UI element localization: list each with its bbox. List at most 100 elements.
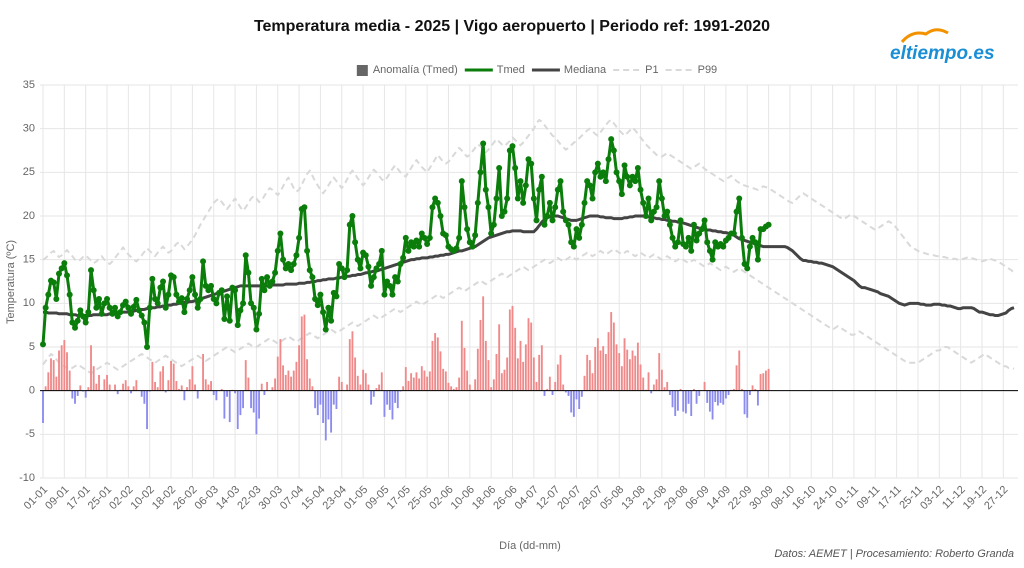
point: [320, 309, 327, 316]
bar: [292, 370, 295, 391]
bar: [679, 388, 682, 391]
bar: [380, 372, 383, 391]
bar: [474, 379, 477, 391]
point: [672, 243, 679, 250]
bar: [714, 390, 717, 403]
y-tick-label: 15: [23, 254, 35, 266]
bar: [599, 350, 602, 391]
point: [234, 322, 241, 329]
bar: [519, 340, 522, 391]
series-line: [40, 136, 772, 350]
point: [506, 147, 513, 154]
bar: [687, 390, 690, 404]
point: [733, 208, 740, 215]
bar: [716, 390, 719, 406]
point: [362, 252, 369, 259]
point: [74, 317, 81, 324]
point: [744, 265, 751, 272]
point: [618, 191, 625, 198]
point: [378, 247, 385, 254]
point: [317, 291, 324, 298]
bar: [215, 390, 218, 401]
bar: [92, 366, 95, 391]
bar: [711, 390, 714, 420]
point: [674, 239, 681, 246]
bar: [695, 390, 698, 404]
point: [170, 274, 177, 281]
bar: [143, 390, 146, 404]
point: [344, 267, 351, 274]
bar: [154, 381, 156, 391]
bar: [631, 350, 634, 391]
bar: [652, 384, 655, 391]
point: [114, 313, 121, 320]
bar: [68, 370, 71, 391]
bar: [623, 338, 626, 391]
bar: [556, 364, 559, 391]
point: [112, 304, 119, 311]
point: [576, 234, 583, 241]
point: [594, 160, 601, 167]
bar: [666, 381, 669, 391]
chart-title: Temperatura media - 2025 | Vigo aeropuer…: [254, 18, 770, 35]
bar: [127, 386, 130, 391]
point: [272, 269, 279, 276]
bar: [604, 353, 607, 391]
legend-label: P99: [698, 64, 718, 76]
point: [296, 234, 303, 241]
bar: [564, 390, 567, 393]
point: [573, 226, 580, 233]
bar: [434, 333, 437, 391]
bar: [180, 385, 183, 391]
bar: [188, 379, 191, 391]
bar: [508, 309, 511, 391]
bar: [634, 355, 637, 391]
bar: [87, 387, 90, 391]
point: [741, 261, 748, 268]
point: [232, 287, 239, 294]
bar: [559, 354, 562, 391]
bar: [500, 373, 503, 391]
bar: [162, 366, 164, 391]
bar: [375, 388, 378, 391]
bar: [132, 386, 135, 391]
point: [109, 310, 116, 317]
point: [648, 217, 655, 224]
bar: [212, 390, 215, 396]
point: [93, 304, 100, 311]
bar: [626, 349, 629, 391]
point: [693, 237, 700, 244]
point: [525, 156, 532, 163]
point: [258, 275, 265, 282]
bar: [476, 348, 479, 391]
bar: [532, 357, 535, 391]
bar: [386, 390, 389, 405]
point: [194, 304, 201, 311]
point: [418, 230, 425, 237]
bar: [156, 387, 159, 391]
point: [394, 278, 401, 285]
point: [301, 204, 308, 211]
bar: [391, 390, 394, 420]
point: [482, 186, 489, 193]
point: [189, 274, 196, 281]
bar: [103, 379, 106, 391]
bar: [252, 390, 255, 413]
bar: [396, 390, 399, 409]
bar: [322, 390, 325, 423]
bar: [404, 367, 407, 391]
point: [162, 304, 169, 311]
point: [402, 234, 409, 241]
point: [474, 199, 481, 206]
point: [685, 234, 692, 241]
bar: [276, 356, 279, 391]
point: [477, 169, 484, 176]
bar: [748, 390, 751, 396]
logo-text: eltiempo.es: [890, 43, 995, 64]
bar: [308, 378, 311, 391]
bar: [463, 347, 466, 391]
point: [154, 300, 161, 307]
bar: [191, 366, 194, 391]
point: [186, 287, 193, 294]
point: [613, 169, 620, 176]
